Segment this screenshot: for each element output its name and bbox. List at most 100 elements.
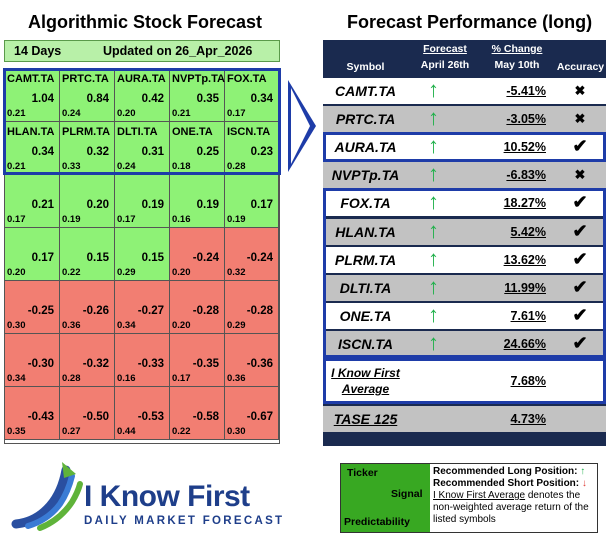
- left-title: Algorithmic Stock Forecast: [28, 12, 263, 32]
- row-change: 13.62%: [503, 252, 546, 267]
- cell-ticker: HLAN.TA: [7, 126, 55, 138]
- row-symbol: DLTI.TA: [339, 279, 392, 296]
- up-arrow-icon: ↑: [428, 133, 439, 159]
- forecast-horizon: 14 Days: [14, 44, 62, 58]
- grid-cell: -0.53 0.44: [115, 387, 170, 440]
- up-arrow-icon: ↑: [428, 161, 439, 187]
- cell-predictability: 0.29: [227, 320, 246, 331]
- cell-signal: -0.24: [192, 252, 219, 264]
- check-icon: ✔: [572, 276, 588, 297]
- cell-predictability: 0.19: [62, 214, 81, 225]
- cell-signal: 0.25: [196, 146, 219, 158]
- performance-row: ISCN.TA ↑ 24.66% ✔: [323, 329, 606, 357]
- legend-long: Recommended Long Position:: [433, 466, 578, 477]
- col-header-change: % Change May 10th: [491, 43, 543, 71]
- grid-cell: -0.27 0.34: [115, 281, 170, 334]
- cell-predictability: 0.22: [172, 426, 191, 437]
- cell-signal: -0.28: [192, 305, 219, 317]
- grid-cell: DLTI.TA 0.31 0.24: [115, 122, 170, 175]
- up-arrow-icon: ↑: [428, 105, 439, 131]
- performance-row: AURA.TA ↑ 10.52% ✔: [323, 133, 606, 161]
- row-change: -3.05%: [506, 112, 546, 127]
- legend-description: Recommended Long Position: ↑ Recommended…: [433, 466, 597, 526]
- legend-predictability: Predictability: [344, 516, 410, 528]
- col-header-accuracy: Accuracy: [556, 61, 605, 73]
- row-change: 10.52%: [503, 140, 546, 155]
- check-icon: ✔: [572, 136, 588, 157]
- cell-signal: 0.34: [31, 146, 54, 158]
- performance-row: ONE.TA ↑ 7.61% ✔: [323, 302, 606, 329]
- up-arrow-icon: ↑: [580, 466, 586, 477]
- grid-cell: -0.35 0.17: [170, 334, 225, 387]
- cell-ticker: ONE.TA: [172, 126, 213, 138]
- cell-ticker: AURA.TA: [117, 73, 166, 85]
- cell-signal: 0.31: [141, 146, 164, 158]
- cell-predictability: 0.22: [62, 267, 81, 278]
- row-change: -6.83%: [506, 168, 546, 183]
- grid-cell: ONE.TA 0.25 0.18: [170, 122, 225, 175]
- row-change: 11.99%: [504, 280, 546, 295]
- grid-cell: -0.32 0.28: [60, 334, 115, 387]
- grid-cell: 0.15 0.29: [115, 228, 170, 281]
- check-icon: ✔: [572, 304, 588, 325]
- cell-signal: -0.58: [192, 411, 219, 423]
- legend-average-link[interactable]: I Know First Average: [433, 490, 526, 501]
- col-header-symbol: Symbol: [346, 61, 385, 73]
- cell-predictability: 0.17: [117, 214, 136, 225]
- grid-cell: -0.30 0.34: [5, 334, 60, 387]
- cell-predictability: 0.34: [117, 320, 136, 331]
- grid-cell: -0.28 0.20: [170, 281, 225, 334]
- cell-predictability: 0.29: [117, 267, 136, 278]
- cell-signal: 0.15: [86, 252, 109, 264]
- row-change: -5.41%: [506, 84, 546, 98]
- cell-signal: -0.35: [192, 358, 219, 370]
- cell-predictability: 0.20: [172, 320, 191, 331]
- grid-cell: HLAN.TA 0.34 0.21: [5, 122, 60, 175]
- updated-date: Updated on 26_Apr_2026: [103, 44, 253, 58]
- cell-signal: 0.17: [250, 199, 273, 211]
- row-symbol: PRTC.TA: [335, 111, 396, 128]
- grid-cell: -0.36 0.36: [225, 334, 279, 387]
- row-symbol: NVPTp.TA: [331, 167, 400, 184]
- up-arrow-icon: ↑: [428, 189, 439, 215]
- cell-predictability: 0.21: [7, 161, 26, 172]
- legend-average-text: denotes the non-weighted average return …: [433, 490, 589, 525]
- check-icon: ✔: [572, 220, 588, 241]
- grid-cell: -0.25 0.30: [5, 281, 60, 334]
- up-arrow-icon: ↑: [428, 329, 439, 355]
- grid-cell: 0.15 0.22: [60, 228, 115, 281]
- cell-signal: 0.32: [86, 146, 109, 158]
- legend-signal: Signal: [391, 488, 423, 500]
- cell-signal: -0.25: [27, 305, 54, 317]
- cell-predictability: 0.16: [117, 373, 136, 384]
- row-change: 5.42%: [510, 224, 546, 239]
- cell-predictability: 0.28: [62, 373, 81, 384]
- legend-key-cell: Ticker Signal Predictability: [341, 464, 430, 532]
- cell-ticker: FOX.TA: [227, 73, 267, 85]
- cell-predictability: 0.17: [227, 108, 246, 119]
- grid-cell: -0.24 0.20: [170, 228, 225, 281]
- up-arrow-icon: ↑: [428, 217, 439, 243]
- check-icon: ✔: [572, 332, 588, 353]
- cell-signal: 0.20: [86, 199, 109, 211]
- cell-signal: -0.53: [137, 411, 164, 423]
- row-symbol: PLRM.TA: [334, 251, 397, 268]
- performance-table: Symbol Forecast April 26th % Change May …: [323, 40, 606, 446]
- benchmark-row: TASE 125 4.73%: [323, 406, 606, 432]
- row-symbol: FOX.TA: [340, 195, 391, 212]
- cell-predictability: 0.27: [62, 426, 81, 437]
- performance-row: HLAN.TA ↑ 5.42% ✔: [323, 217, 606, 245]
- benchmark-label: TASE 125: [333, 411, 398, 427]
- cell-predictability: 0.16: [172, 214, 191, 225]
- grid-header: 14 Days Updated on 26_Apr_2026: [4, 40, 280, 62]
- grid-cell: FOX.TA 0.34 0.17: [225, 69, 279, 122]
- cell-predictability: 0.17: [172, 373, 191, 384]
- grid-cell: 0.17 0.19: [225, 175, 279, 228]
- check-icon: ✔: [572, 192, 588, 213]
- cell-signal: -0.27: [137, 305, 164, 317]
- cell-signal: 0.15: [141, 252, 164, 264]
- cell-predictability: 0.30: [227, 426, 246, 437]
- cell-signal: 0.35: [196, 93, 219, 105]
- cross-icon: ✖: [574, 167, 586, 183]
- cross-icon: ✖: [574, 83, 586, 98]
